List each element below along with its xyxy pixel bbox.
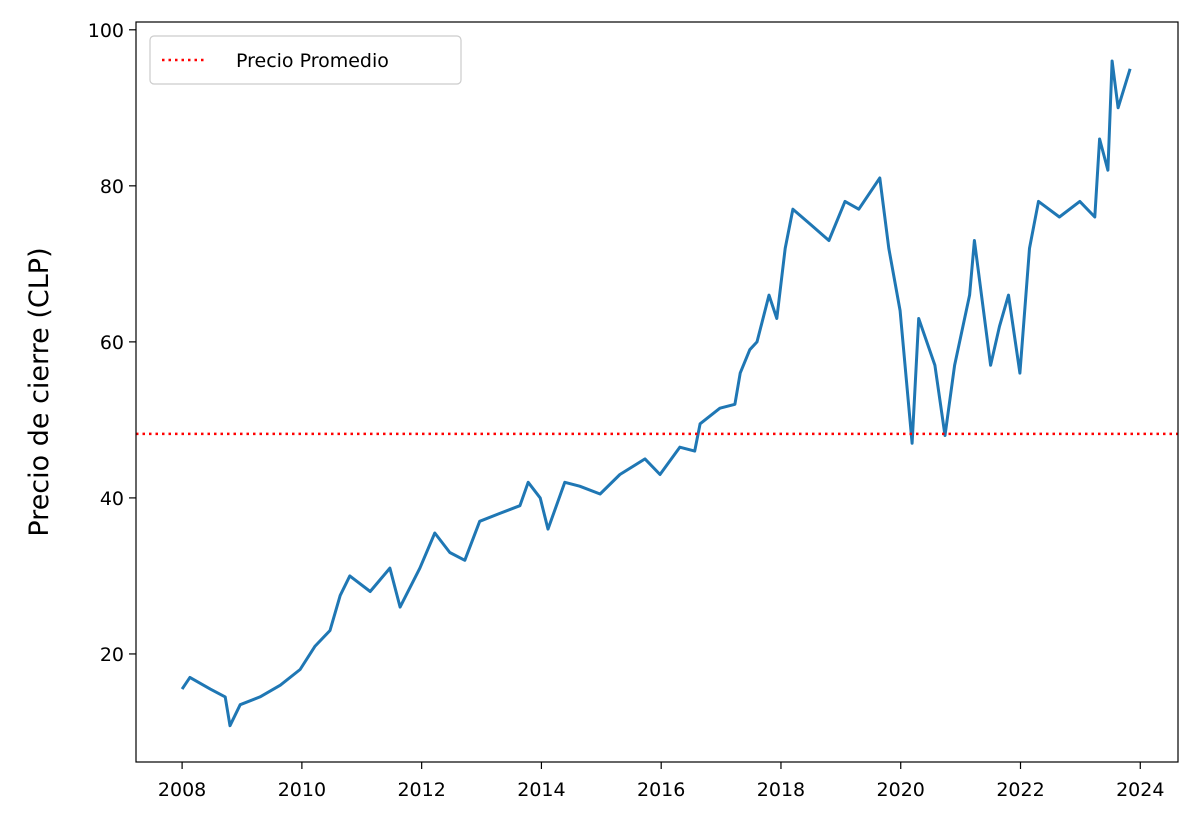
y-tick-label: 100	[88, 20, 124, 42]
legend-label: Precio Promedio	[236, 50, 389, 72]
plot-frame	[135, 21, 1179, 763]
x-tick-label: 2016	[637, 779, 685, 801]
x-tick-label: 2020	[877, 779, 925, 801]
series-line	[180, 59, 1132, 728]
x-tick-label: 2014	[517, 779, 565, 801]
x-tick-label: 2012	[397, 779, 445, 801]
x-tick-label: 2022	[996, 779, 1044, 801]
x-tick-label: 2018	[757, 779, 805, 801]
legend-box	[149, 35, 462, 85]
y-tick-label: 80	[100, 176, 124, 198]
x-tick-label: 2024	[1116, 779, 1164, 801]
y-tick-label: 20	[100, 644, 124, 666]
x-tick-label: 2008	[158, 779, 206, 801]
y-tick-label: 40	[100, 488, 124, 510]
x-tick-label: 2010	[278, 779, 326, 801]
y-tick-label: 60	[100, 332, 124, 354]
y-axis-label: Precio de cierre (CLP)	[24, 247, 55, 536]
